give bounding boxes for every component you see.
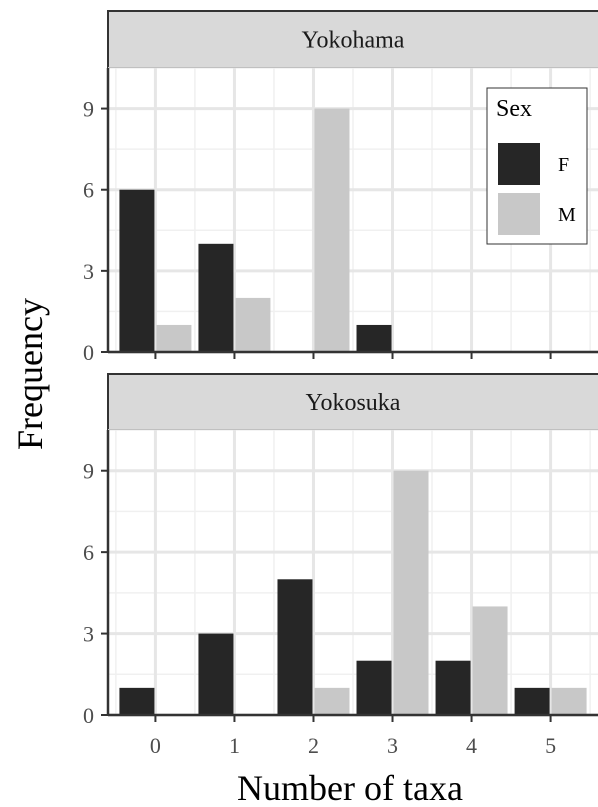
y-axis-title: Frequency — [10, 298, 50, 450]
facet-strip-label: Yokosuka — [306, 390, 401, 416]
bar-f-x2 — [277, 579, 313, 715]
x-tick-label: 1 — [229, 733, 240, 758]
legend-key-m — [498, 193, 540, 235]
bar-f-x0 — [119, 189, 155, 352]
bar-f-x3 — [356, 660, 392, 715]
y-tick-label: 3 — [83, 259, 94, 284]
legend-key-f — [498, 143, 540, 185]
y-tick-label: 0 — [83, 703, 94, 728]
bar-m-x2 — [314, 687, 350, 715]
y-tick-label: 3 — [83, 622, 94, 647]
bar-m-x2 — [314, 108, 350, 352]
facet-strip-label: Yokohama — [302, 28, 405, 54]
y-tick-label: 9 — [83, 97, 94, 122]
legend-title: Sex — [496, 96, 532, 122]
bar-f-x4 — [435, 660, 471, 715]
legend-label-m: M — [558, 204, 576, 226]
y-tick-label: 6 — [83, 178, 94, 203]
y-tick-label: 6 — [83, 540, 94, 565]
bar-f-x1 — [198, 633, 234, 715]
y-tick-label: 9 — [83, 459, 94, 484]
bar-m-x3 — [393, 470, 429, 715]
bar-m-x5 — [551, 687, 587, 715]
x-tick-label: 4 — [466, 733, 477, 758]
bar-m-x4 — [472, 606, 508, 715]
facet-strip — [107, 373, 598, 431]
x-axis-title: Number of taxa — [237, 768, 463, 807]
bar-f-x1 — [198, 243, 234, 352]
bar-f-x3 — [356, 324, 392, 352]
bar-f-x5 — [514, 687, 550, 715]
legend: Sex F M — [486, 87, 588, 245]
panel-yokosuka: Yokosuka 0 3 6 9 0 1 2 3 4 5 — [83, 373, 598, 758]
facet-strip — [107, 10, 598, 69]
x-tick-label: 3 — [387, 733, 398, 758]
x-tick-label: 2 — [308, 733, 319, 758]
legend-label-f: F — [558, 154, 569, 176]
bar-m-x1 — [235, 297, 271, 352]
bar-m-x0 — [156, 324, 192, 352]
y-tick-label: 0 — [83, 340, 94, 365]
x-tick-label: 5 — [545, 733, 556, 758]
x-tick-label: 0 — [150, 733, 161, 758]
bar-f-x0 — [119, 687, 155, 715]
